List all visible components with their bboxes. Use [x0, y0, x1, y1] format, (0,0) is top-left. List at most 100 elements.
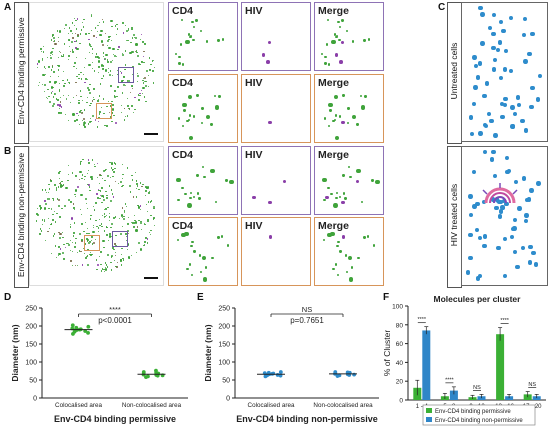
- speckle-dot: [48, 95, 50, 98]
- speckle-dot: [104, 262, 107, 264]
- speckle-dot: [80, 109, 82, 111]
- speckle-dot: [122, 32, 125, 34]
- speckle-dot: [134, 108, 136, 111]
- speckle-dot: [80, 111, 83, 114]
- speckle-dot: [74, 246, 76, 248]
- speckle-dot: [106, 40, 109, 43]
- molecule-dot: [512, 249, 517, 255]
- speckle-dot: [98, 113, 101, 115]
- speckle-dot: [67, 79, 69, 81]
- y-tick-label: 50: [222, 378, 230, 385]
- molecule-dot: [500, 114, 505, 120]
- speckle-dot: [108, 38, 110, 40]
- cd4-dot: [359, 94, 363, 98]
- speckle-dot: [86, 173, 89, 175]
- speckle-dot: [137, 74, 140, 77]
- molecule-dot: [529, 104, 534, 110]
- cd4-dot: [201, 107, 204, 110]
- speckle-dot: [88, 183, 91, 186]
- speckle-dot: [141, 92, 144, 95]
- molecule-dot: [510, 105, 515, 110]
- data-point: [278, 370, 283, 374]
- speckle-dot: [114, 163, 117, 165]
- speckle-dot: [127, 243, 130, 246]
- speckle-dot: [112, 104, 114, 106]
- tile-label-cd4: CD4: [172, 220, 194, 232]
- speckle-dot: [125, 84, 127, 87]
- speckle-dot: [51, 51, 54, 54]
- speckle-dot: [98, 255, 101, 258]
- speckle-dot: [102, 198, 105, 201]
- speckle-dot: [78, 232, 81, 235]
- speckle-dot: [43, 83, 47, 86]
- speckle-dot: [143, 244, 145, 247]
- cd4-dot: [191, 240, 194, 243]
- cd4-dot: [210, 168, 215, 174]
- cd4-dot: [192, 195, 196, 199]
- y-tick-label: 200: [25, 324, 37, 331]
- cd4-dot: [375, 179, 380, 185]
- speckle-dot: [52, 40, 55, 43]
- speckle-dot: [49, 54, 52, 56]
- speckle-dot: [90, 29, 92, 32]
- molecule-dot: [489, 119, 494, 124]
- speckle-dot: [98, 189, 100, 192]
- cd4-dot: [195, 19, 198, 22]
- cd4-dot: [339, 250, 342, 253]
- speckle-dot: [110, 20, 113, 23]
- molecule-dot: [474, 227, 480, 233]
- speckle-dot: [147, 74, 149, 77]
- speckle-dot: [97, 98, 100, 100]
- speckle-dot: [85, 202, 88, 204]
- cd4-dot: [188, 114, 192, 117]
- speckle-dot: [59, 101, 62, 103]
- speckle-dot: [78, 77, 80, 80]
- speckle-dot: [123, 215, 125, 218]
- speckle-dot: [104, 179, 106, 182]
- speckle-dot: [109, 35, 111, 37]
- cd4-dot: [213, 94, 217, 98]
- tile-label-merge: Merge: [318, 5, 349, 17]
- cd4-dot: [202, 277, 207, 282]
- speckle-dot: [60, 52, 62, 54]
- speckle-dot: [123, 211, 126, 214]
- speckle-dot: [113, 259, 116, 261]
- speckle-dot: [57, 40, 60, 43]
- speckle-dot: [76, 112, 78, 114]
- speckle-dot: [99, 194, 101, 196]
- speckle-dot: [47, 56, 49, 59]
- hiv-dot: [268, 120, 272, 125]
- speckle-dot: [50, 252, 53, 254]
- speckle-dot: [68, 55, 70, 57]
- speckle-dot: [62, 94, 65, 97]
- speckle-dot: [88, 186, 90, 188]
- speckle-dot: [58, 177, 61, 180]
- speckle-dot: [86, 238, 88, 240]
- speckle-dot: [124, 116, 127, 118]
- speckle-dot: [111, 162, 114, 165]
- speckle-dot: [144, 241, 146, 243]
- speckle-dot: [56, 99, 59, 101]
- speckle-dot: [114, 95, 117, 98]
- zoom-tile-cd4-2: CD4: [168, 74, 238, 143]
- speckle-dot: [108, 212, 110, 215]
- cd4-dot: [182, 103, 187, 108]
- speckle-dot: [119, 180, 123, 183]
- cd4-dot: [179, 43, 183, 46]
- cd4-dot: [181, 124, 185, 128]
- hiv-dot: [266, 60, 270, 64]
- speckle-dot: [112, 74, 114, 76]
- speckle-dot: [101, 268, 104, 270]
- speckle-dot: [126, 115, 129, 117]
- speckle-dot: [143, 50, 145, 53]
- speckle-dot: [91, 253, 93, 255]
- speckle-dot: [71, 250, 74, 252]
- speckle-dot: [89, 83, 91, 86]
- cd4-dot: [329, 109, 332, 112]
- cd4-dot: [332, 267, 335, 270]
- speckle-dot: [80, 78, 83, 80]
- speckle-dot: [110, 223, 114, 226]
- speckle-dot: [103, 270, 105, 273]
- speckle-dot: [59, 104, 62, 107]
- molecule-dot: [481, 199, 487, 205]
